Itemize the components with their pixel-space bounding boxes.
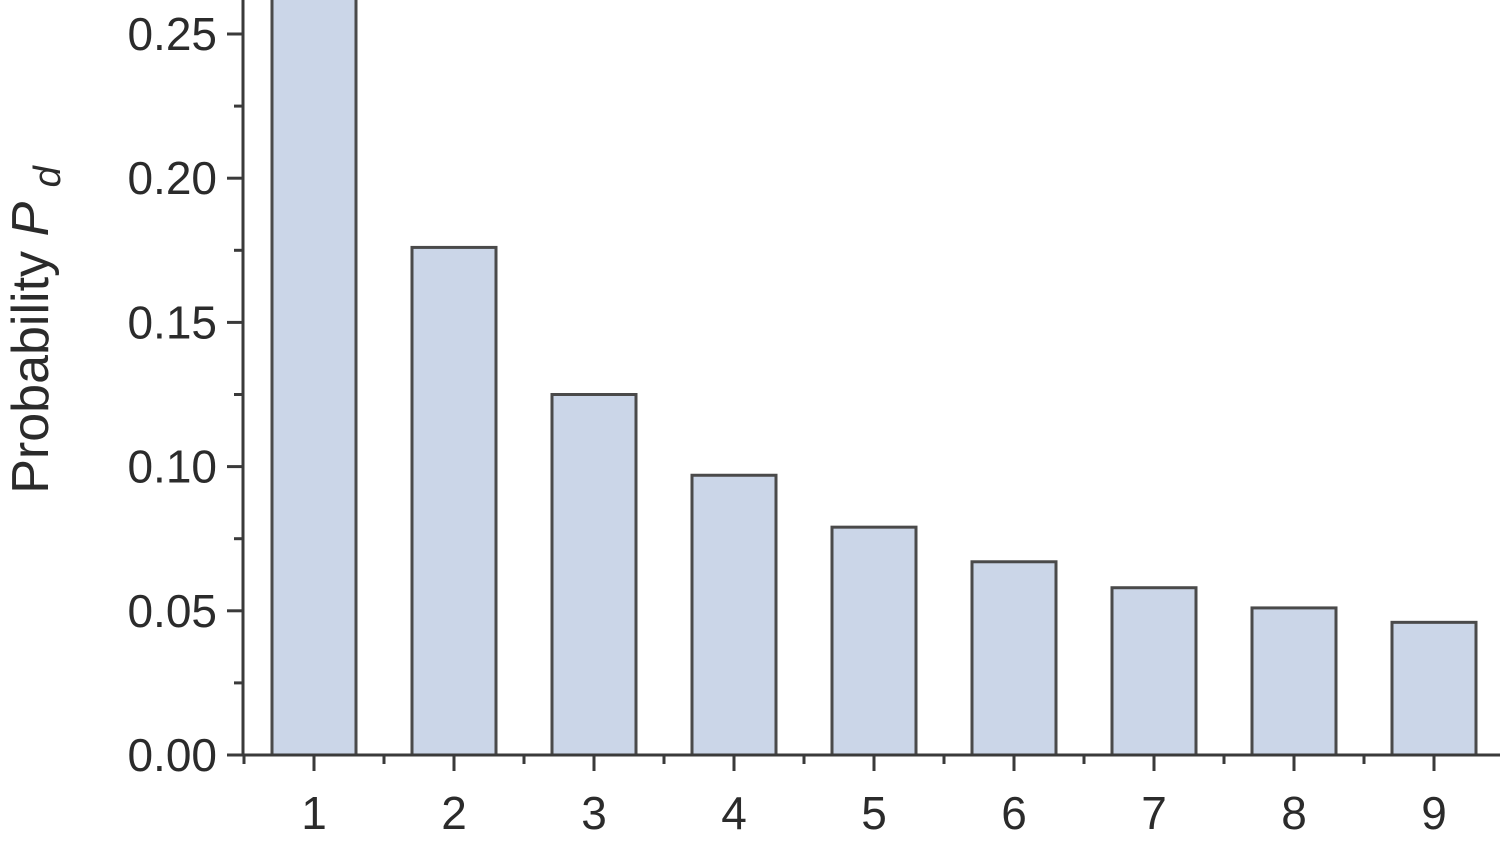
- x-tick-label: 4: [721, 787, 747, 839]
- x-tick-label: 6: [1001, 787, 1027, 839]
- x-tick-label: 7: [1141, 787, 1167, 839]
- y-axis-title-subscript: d: [27, 164, 69, 187]
- bars-group: [270, 0, 1478, 757]
- y-tick-label: 0.00: [127, 729, 217, 781]
- bar-5: [830, 525, 918, 757]
- bar-9: [1390, 620, 1478, 757]
- bar-4: [690, 473, 778, 757]
- y-tick-label: 0.15: [127, 296, 217, 348]
- y-axis-title: Probability P d: [2, 164, 69, 493]
- bar-1: [270, 0, 358, 757]
- y-axis-ticks: 0.00 0.05 0.10 0.15 0.20 0.25: [127, 8, 243, 781]
- x-tick-label: 8: [1281, 787, 1307, 839]
- y-tick-label: 0.20: [127, 152, 217, 204]
- y-tick-label: 0.25: [127, 8, 217, 60]
- bar-3: [550, 393, 638, 757]
- x-tick-label: 9: [1421, 787, 1447, 839]
- y-tick-label: 0.10: [127, 441, 217, 493]
- bar-7: [1110, 586, 1198, 757]
- y-axis-title-text: Probability: [2, 251, 60, 494]
- x-tick-label: 5: [861, 787, 887, 839]
- bar-6: [970, 560, 1058, 757]
- x-tick-label: 1: [301, 787, 327, 839]
- x-tick-label: 2: [441, 787, 467, 839]
- x-axis-ticks: 1 2 3 4 5 6 7 8 9: [242, 755, 1447, 839]
- y-tick-label: 0.05: [127, 585, 217, 637]
- bar-2: [410, 245, 498, 757]
- bar-8: [1250, 606, 1338, 757]
- x-tick-label: 3: [581, 787, 607, 839]
- y-axis-title-symbol: P: [2, 202, 60, 237]
